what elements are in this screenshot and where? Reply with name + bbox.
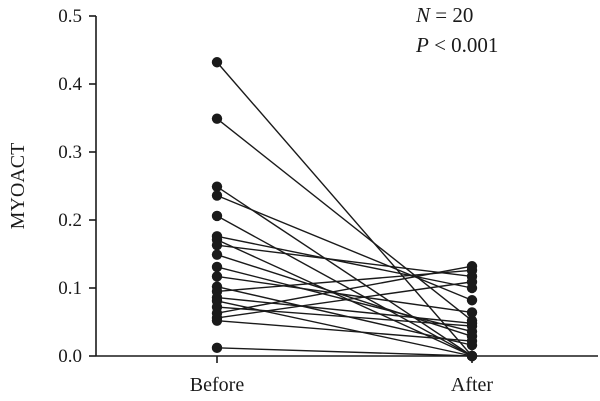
pair-line — [216, 118, 473, 322]
pair-line — [216, 300, 473, 357]
x-category-label: After — [451, 374, 494, 396]
after-point — [466, 261, 478, 272]
before-point — [211, 249, 223, 260]
n-annotation: N = 20 — [415, 3, 473, 27]
y-tick-label: 0.2 — [58, 210, 82, 231]
p-symbol: P — [415, 33, 429, 57]
y-tick-label: 0.1 — [58, 278, 82, 299]
p-value: < 0.001 — [429, 33, 499, 57]
after-point — [466, 320, 478, 332]
before-point — [211, 57, 223, 68]
x-category-label: Before — [190, 374, 245, 396]
before-point — [211, 261, 223, 273]
y-axis-label: MYOACT — [7, 143, 29, 230]
y-tick-label: 0.0 — [58, 346, 82, 367]
after-point — [466, 295, 478, 306]
pair-points — [211, 57, 478, 362]
pair-line — [216, 275, 473, 314]
pair-line — [216, 296, 473, 325]
pair-line — [216, 347, 473, 357]
y-ticks: 0.0 0.1 0.2 0.3 0.4 0.5 — [58, 6, 96, 367]
after-point — [466, 307, 478, 318]
pair-line — [216, 215, 473, 357]
before-point — [211, 239, 223, 251]
pair-line — [216, 281, 473, 319]
x-ticks: Before After — [190, 356, 494, 396]
before-point — [211, 271, 223, 282]
before-point — [211, 315, 223, 326]
pair-line — [216, 265, 473, 314]
pair-line — [216, 244, 473, 278]
before-point — [211, 181, 223, 192]
pair-line — [216, 186, 473, 357]
pair-line — [216, 306, 473, 327]
before-point — [211, 113, 223, 124]
n-symbol: N — [415, 3, 431, 27]
y-tick-label: 0.4 — [58, 74, 82, 95]
after-point — [466, 276, 478, 288]
y-tick-label: 0.5 — [58, 6, 82, 27]
pair-line — [216, 239, 473, 357]
after-point — [466, 335, 478, 347]
before-point — [211, 210, 223, 222]
after-point — [466, 350, 478, 362]
pair-line — [216, 235, 473, 289]
before-point — [211, 342, 223, 354]
pair-lines — [216, 61, 473, 357]
p-annotation: P < 0.001 — [415, 33, 498, 57]
pair-line — [216, 319, 473, 342]
n-value: = 20 — [430, 3, 473, 27]
pair-line — [216, 194, 473, 301]
before-point — [211, 190, 223, 201]
y-tick-label: 0.3 — [58, 142, 82, 163]
